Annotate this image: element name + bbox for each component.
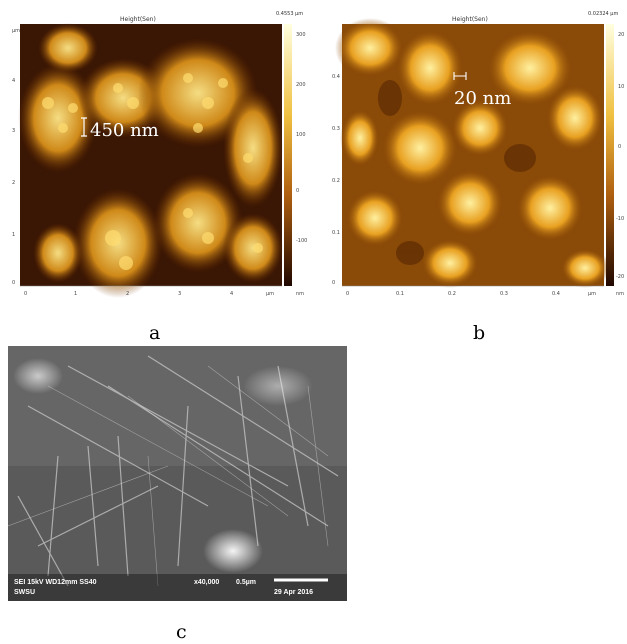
afm-b-x-tick: 0.3 bbox=[500, 291, 508, 297]
afm-a-cbar-tick: -100 bbox=[296, 238, 308, 244]
afm-a-cbar-tick: 300 bbox=[296, 32, 306, 38]
afm-a-title: Height(Sen) bbox=[120, 16, 156, 23]
sem-scale: 0.5µm bbox=[236, 579, 256, 586]
afm-b-x-tick: 0.4 bbox=[552, 291, 560, 297]
sem-date: 29 Apr 2016 bbox=[274, 589, 314, 596]
afm-a-cbar-unit: nm bbox=[296, 291, 305, 297]
sem-panel-c: SEI 15kV WD12mm SS40 x40,000 0.5µm SWSU … bbox=[8, 346, 347, 601]
afm-a-max-height: 0.4553 µm bbox=[276, 11, 304, 17]
afm-a-y-tick: 1 bbox=[12, 232, 16, 238]
afm-b-max-height: 0.02324 µm bbox=[588, 11, 619, 17]
afm-b-y-tick: 0.4 bbox=[332, 74, 340, 80]
afm-b-x-tick: 0 bbox=[346, 291, 350, 297]
afm-b-cbar-tick: -10 bbox=[616, 216, 625, 222]
afm-b-x-tick: 0.2 bbox=[448, 291, 456, 297]
afm-a-y-tick: 3 bbox=[12, 128, 16, 134]
afm-a-scale-label: 450 nm bbox=[90, 120, 159, 141]
afm-a-y-tick: 2 bbox=[12, 180, 16, 186]
afm-panel-b: Height(Sen) 0.02324 µm bbox=[330, 8, 625, 300]
caption-c: c bbox=[176, 621, 187, 643]
afm-b-cbar-tick: 0 bbox=[618, 144, 622, 150]
afm-b-y-tick: 0.3 bbox=[332, 126, 340, 132]
sem-info-line: SEI 15kV WD12mm SS40 bbox=[14, 579, 97, 586]
caption-a: a bbox=[149, 322, 161, 344]
sem-image bbox=[8, 346, 347, 601]
afm-a-cbar-tick: 100 bbox=[296, 132, 306, 138]
sem-lab-label: SWSU bbox=[14, 589, 35, 596]
afm-b-y-tick: 0.1 bbox=[332, 230, 340, 236]
afm-b-cbar-tick: 20 bbox=[618, 32, 625, 38]
afm-panel-a: Height(Sen) 0.4553 µm bbox=[8, 8, 308, 300]
afm-b-y-tick: 0.2 bbox=[332, 178, 340, 184]
afm-a-x-tick: 2 bbox=[126, 291, 130, 297]
afm-a-x-tick: 3 bbox=[178, 291, 182, 297]
afm-b-image bbox=[335, 18, 614, 288]
caption-b: b bbox=[473, 322, 486, 344]
afm-a-x-unit: µm bbox=[266, 291, 275, 297]
afm-b-x-tick: 0.1 bbox=[396, 291, 404, 297]
afm-b-title: Height(Sen) bbox=[452, 16, 488, 23]
afm-b-y-tick: 0 bbox=[332, 280, 336, 286]
afm-a-x-tick: 0 bbox=[24, 291, 28, 297]
afm-a-cbar-tick: 0 bbox=[296, 188, 300, 194]
sem-magnification: x40,000 bbox=[194, 579, 220, 586]
afm-a-x-tick: 4 bbox=[230, 291, 234, 297]
afm-a-cbar-tick: 200 bbox=[296, 82, 306, 88]
afm-b-cbar-tick: 10 bbox=[618, 84, 625, 90]
afm-a-y-tick: 4 bbox=[12, 78, 16, 84]
afm-b-x-unit: µm bbox=[588, 291, 597, 297]
afm-b-cbar-unit: nm bbox=[616, 291, 625, 297]
afm-a-y-unit: µm bbox=[12, 28, 21, 34]
afm-b-scale-label: 20 nm bbox=[454, 88, 512, 109]
afm-b-cbar-tick: -20 bbox=[616, 274, 625, 280]
afm-a-x-tick: 1 bbox=[74, 291, 78, 297]
afm-a-y-tick: 0 bbox=[12, 280, 16, 286]
afm-a-image bbox=[18, 23, 292, 298]
